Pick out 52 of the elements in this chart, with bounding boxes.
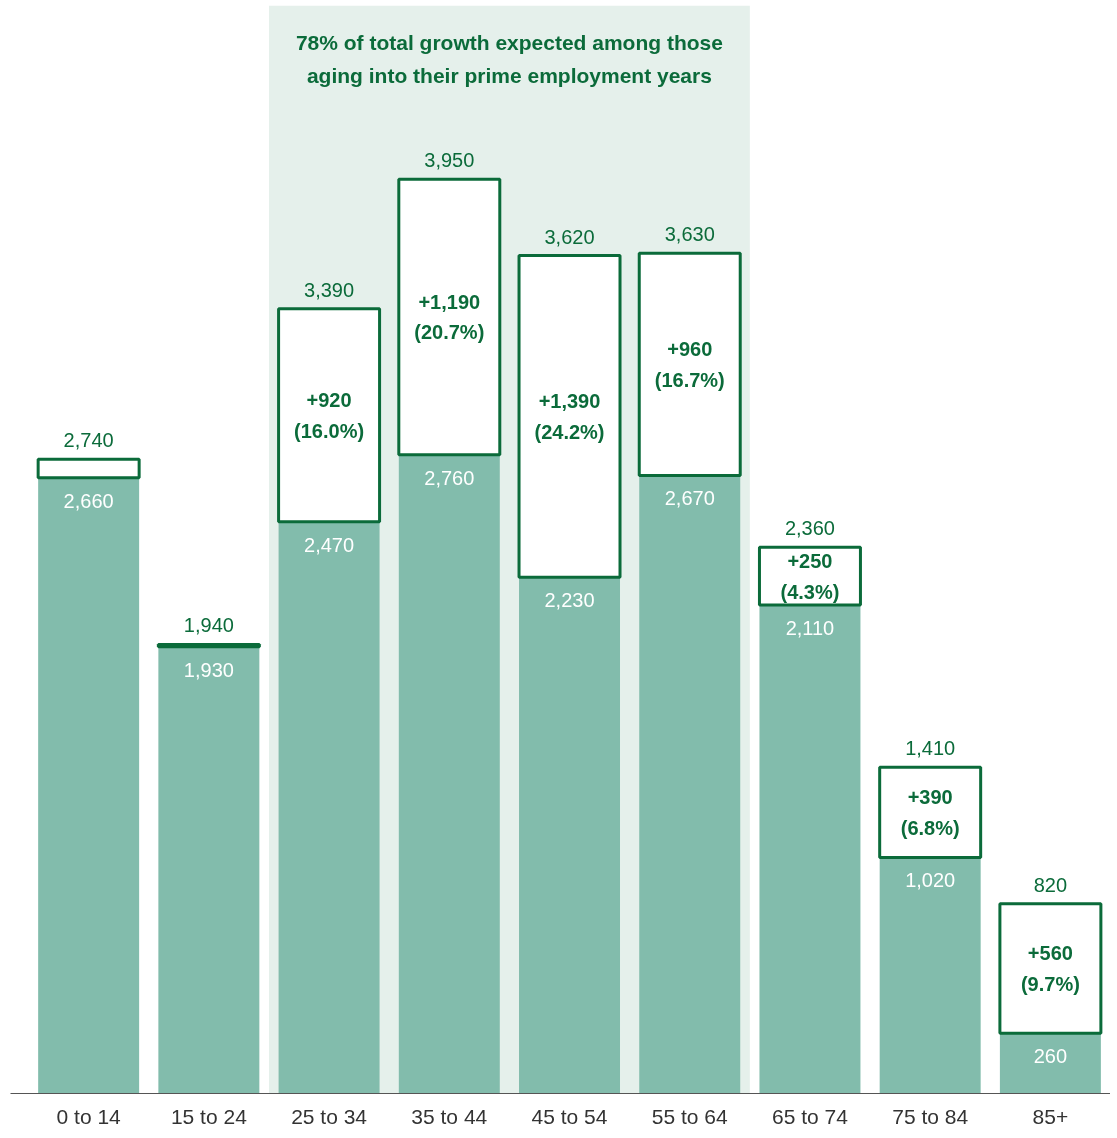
- bar: [398, 454, 500, 1094]
- data-label: +250 (4.3%): [780, 549, 840, 603]
- total-label: 3,620: [544, 225, 595, 248]
- total-label: 1,940: [183, 614, 234, 637]
- bar: [156, 642, 261, 649]
- total-label: 2,360: [784, 517, 835, 540]
- data-label: +1,390 (24.2%): [534, 390, 605, 443]
- data-label: +560 (9.7%): [1020, 942, 1080, 995]
- total-label: 2,740: [63, 429, 114, 452]
- total-label: 3,950: [424, 149, 475, 172]
- data-label: 2,760: [424, 466, 475, 489]
- bar: [277, 307, 382, 524]
- total-label: 3,390: [304, 278, 355, 301]
- x-tick-label: 35 to 44: [411, 1104, 488, 1128]
- x-tick-label: 45 to 54: [531, 1104, 608, 1128]
- bar: [36, 457, 141, 480]
- bar: [397, 177, 502, 457]
- x-tick-label: 15 to 24: [170, 1104, 248, 1128]
- bar: [998, 902, 1103, 1035]
- bar: [517, 254, 622, 579]
- data-label: +390 (6.8%): [900, 785, 960, 839]
- x-tick-label: 65 to 74: [772, 1104, 849, 1128]
- bar: [878, 765, 983, 859]
- total-label: 3,630: [664, 223, 715, 246]
- data-label: 260: [1033, 1045, 1068, 1068]
- x-tick-label: 55 to 64: [651, 1104, 729, 1128]
- bar: [759, 605, 861, 1094]
- data-label: 1,020: [905, 869, 956, 892]
- x-tick-label: 25 to 34: [291, 1104, 368, 1128]
- data-label: 2,670: [664, 487, 715, 510]
- bar: [278, 521, 380, 1094]
- data-label: +960 (16.7%): [654, 337, 725, 391]
- x-tick-label: 75 to 84: [892, 1104, 969, 1128]
- data-label: 2,110: [785, 617, 835, 640]
- bar: [639, 475, 741, 1094]
- data-label: 2,230: [544, 589, 595, 612]
- x-tick-label: 85+: [1032, 1104, 1069, 1128]
- bar: [519, 577, 621, 1094]
- band-label: 78% of total growth expected among those aging into their prime employment years: [295, 30, 723, 87]
- bar: [637, 251, 742, 477]
- bar: [38, 477, 140, 1094]
- bar: [158, 646, 260, 1094]
- data-label: 2,470: [304, 533, 355, 556]
- total-label: 1,410: [905, 737, 956, 760]
- x-tick-label: 0 to 14: [56, 1104, 122, 1128]
- data-label: 1,930: [183, 658, 234, 681]
- total-label: 820: [1033, 873, 1068, 896]
- data-label: +920 (16.0%): [294, 388, 365, 442]
- bar: [879, 857, 981, 1094]
- bar: [999, 1033, 1101, 1094]
- data-label: 2,660: [63, 489, 114, 512]
- data-label: +1,190 (20.7%): [414, 290, 485, 344]
